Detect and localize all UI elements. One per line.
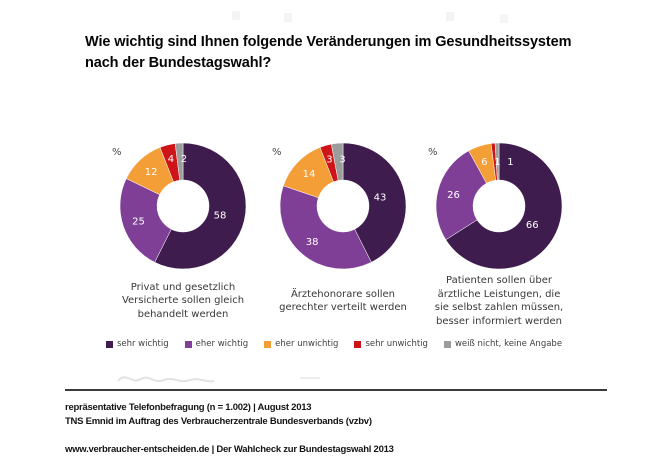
donut-slice-wei-nicht-keine-angabe bbox=[331, 142, 344, 181]
legend-swatch bbox=[184, 340, 192, 348]
legend-label: eher unwichtig bbox=[275, 339, 339, 349]
footer: repräsentative Telefonbefragung (n = 1.0… bbox=[65, 401, 394, 457]
legend-label: sehr unwichtig bbox=[365, 339, 428, 349]
slice-value-label: 3 bbox=[326, 154, 332, 165]
faint-mark-artifact bbox=[300, 377, 320, 379]
chart-caption-2: Ärztehonorare sollen gerechter verteilt … bbox=[279, 288, 407, 314]
legend-item-sehr-wichtig: sehr wichtig bbox=[105, 339, 169, 349]
donut-slice-eher-wichtig bbox=[435, 150, 487, 241]
donut-slice-eher-wichtig bbox=[119, 178, 172, 263]
donut-slice-eher-wichtig bbox=[279, 185, 372, 270]
chart-caption-3: Patienten sollen über ärztliche Leistung… bbox=[434, 275, 564, 327]
legend-swatch bbox=[443, 340, 451, 348]
chart-caption-1: Privat und gesetzlich Versicherte sollen… bbox=[121, 281, 245, 320]
legend-label: eher wichtig bbox=[195, 339, 249, 349]
slice-value-label: 66 bbox=[526, 220, 539, 231]
legend-item-eher-wichtig: eher wichtig bbox=[184, 339, 249, 349]
legend-item-eher-unwichtig: eher unwichtig bbox=[264, 339, 338, 349]
chart-legend: sehr wichtig eher wichtig eher unwichtig se… bbox=[0, 339, 668, 349]
footer-source-line2: TNS Emnid im Auftrag des Verbraucherzent… bbox=[65, 416, 372, 427]
legend-item-sehr-unwichtig: sehr unwichtig bbox=[354, 339, 428, 349]
donut-slice-sehr-wichtig bbox=[154, 142, 247, 270]
slice-value-label: 2 bbox=[181, 154, 187, 165]
legend-swatch bbox=[105, 340, 113, 348]
slice-value-label: 26 bbox=[447, 190, 460, 201]
slice-value-label: 58 bbox=[214, 210, 227, 221]
donut-chart-3: 66 26 6 1 1 % Patienten sollen über ärztlich… bbox=[424, 131, 574, 331]
divider-line bbox=[65, 389, 607, 391]
legend-item-wei-nicht-keine-angabe: weiß nicht, keine Angabe bbox=[443, 339, 563, 349]
footer-source-line1: repräsentative Telefonbefragung (n = 1.0… bbox=[65, 402, 312, 413]
donut-chart-2: 43 38 14 3 3 % Ärztehonorare sollen gerechte… bbox=[268, 131, 418, 331]
slice-value-label: 25 bbox=[132, 217, 145, 228]
percent-unit-label-3: % bbox=[428, 147, 438, 158]
slice-value-label: 3 bbox=[339, 154, 345, 165]
legend-swatch bbox=[264, 340, 272, 348]
slice-value-label: 4 bbox=[168, 154, 174, 165]
donut-1-svg: 58 25 12 4 2 bbox=[119, 142, 247, 270]
legend-swatch bbox=[354, 340, 362, 348]
slice-value-label: 43 bbox=[374, 193, 387, 204]
slice-value-label: 1 bbox=[507, 157, 513, 168]
slice-value-label: 6 bbox=[481, 157, 487, 168]
legend-label: sehr wichtig bbox=[116, 339, 169, 349]
top-edge-artifact bbox=[232, 11, 240, 20]
donut-slice-sehr-wichtig bbox=[445, 142, 563, 270]
legend-label: weiß nicht, keine Angabe bbox=[454, 339, 563, 349]
donut-2-svg: 43 38 14 3 3 bbox=[279, 142, 407, 270]
slice-value-label: 14 bbox=[303, 169, 316, 180]
footer-campaign-line: www.verbraucher-entscheiden.de | Der Wah… bbox=[65, 444, 394, 455]
signature-scribble-artifact bbox=[117, 376, 215, 383]
slice-value-label: 1 bbox=[494, 157, 500, 168]
percent-unit-label-1: % bbox=[112, 147, 122, 158]
donut-slice-sehr-wichtig bbox=[342, 142, 407, 263]
slice-value-label: 38 bbox=[306, 237, 319, 248]
donut-chart-1: 58 25 12 4 2 % Privat und gesetzlich Versich… bbox=[108, 131, 258, 331]
donut-slice-wei-nicht-keine-angabe bbox=[494, 142, 500, 181]
donut-slice-wei-nicht-keine-angabe bbox=[174, 142, 184, 181]
slide-title: Wie wichtig sind Ihnen folgende Veränder… bbox=[85, 34, 572, 71]
percent-unit-label-2: % bbox=[272, 147, 282, 158]
slice-value-label: 12 bbox=[145, 167, 158, 178]
